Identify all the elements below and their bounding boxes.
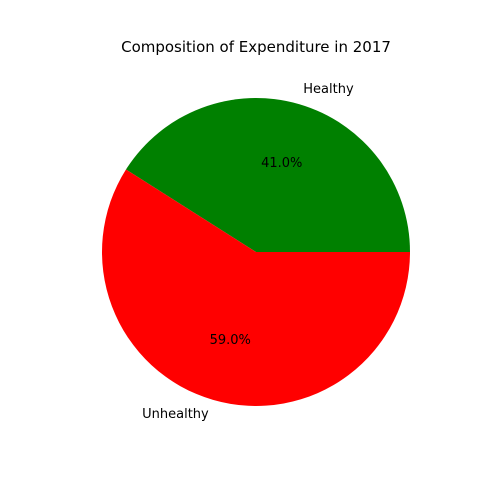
pie-slice-unhealthy	[101, 169, 410, 406]
pie-labels: Healthy 41.0% Unhealthy 59.0%	[142, 82, 354, 422]
pie-label-healthy: Healthy	[303, 82, 354, 97]
pie-label-unhealthy: Unhealthy	[142, 407, 209, 422]
pie-slice-healthy	[125, 98, 410, 252]
pie-slices	[101, 98, 410, 406]
chart-title: Composition of Expenditure in 2017	[121, 38, 391, 56]
pie-pct-label-healthy: 41.0%	[261, 156, 302, 171]
pie-pct-label-unhealthy: 59.0%	[210, 333, 251, 348]
